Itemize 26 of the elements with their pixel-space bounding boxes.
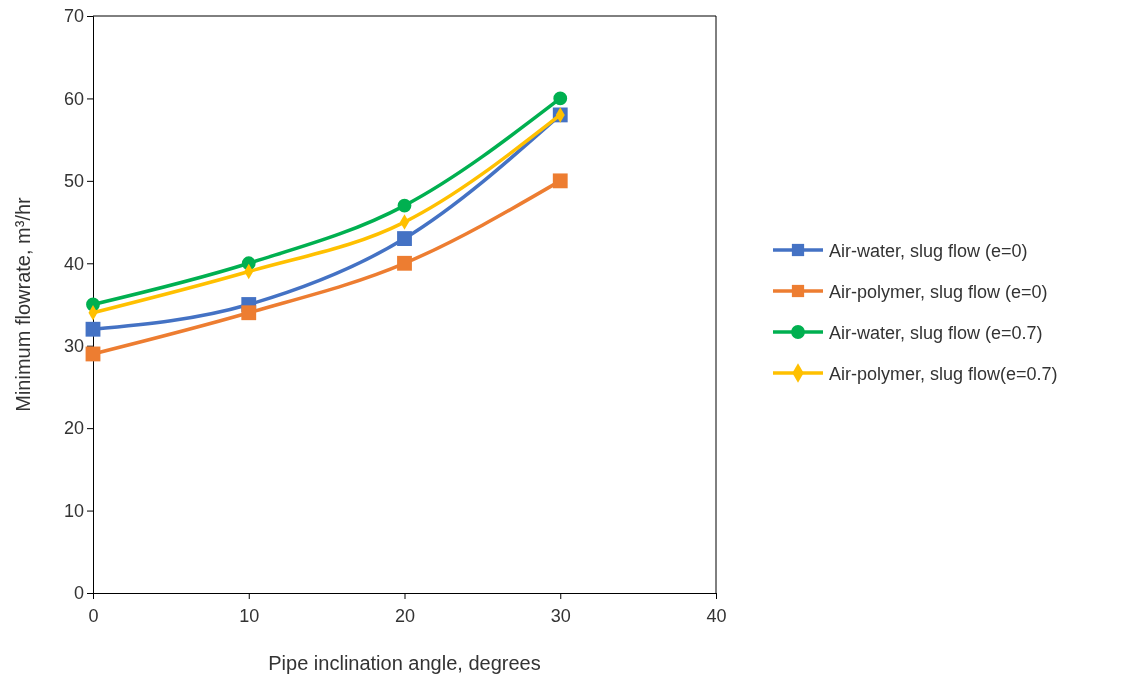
y-tick-label: 10 (63, 500, 84, 521)
legend-label: Air-water, slug flow (e=0.7) (829, 323, 1043, 343)
x-tick-label: 0 (88, 605, 99, 626)
x-tick-label: 40 (706, 605, 727, 626)
x-tick-label: 30 (550, 605, 571, 626)
point (85, 321, 101, 337)
point (553, 91, 568, 106)
y-tick-label: 70 (63, 6, 84, 27)
point (397, 255, 412, 271)
point (397, 198, 412, 213)
x-axis-title: Pipe inclination angle, degrees (268, 652, 541, 674)
legend-label: Air-water, slug flow (e=0) (829, 241, 1028, 261)
y-tick-label: 40 (63, 253, 84, 274)
y-tick-label: 60 (63, 88, 84, 109)
x-tick-label: 10 (239, 605, 260, 626)
x-tick-label: 20 (394, 605, 416, 626)
legend-label: Air-polymer, slug flow(e=0.7) (829, 364, 1058, 384)
y-tick-label: 30 (63, 335, 84, 356)
y-tick-label: 0 (73, 583, 84, 604)
legend-label: Air-polymer, slug flow (e=0) (829, 282, 1048, 302)
point (552, 173, 568, 189)
y-tick-label: 20 (63, 418, 84, 439)
y-axis-title: Minimum flowrate, m³/hr (12, 196, 34, 412)
y-tick-label: 50 (63, 171, 84, 192)
point (241, 305, 257, 321)
point (397, 231, 412, 246)
